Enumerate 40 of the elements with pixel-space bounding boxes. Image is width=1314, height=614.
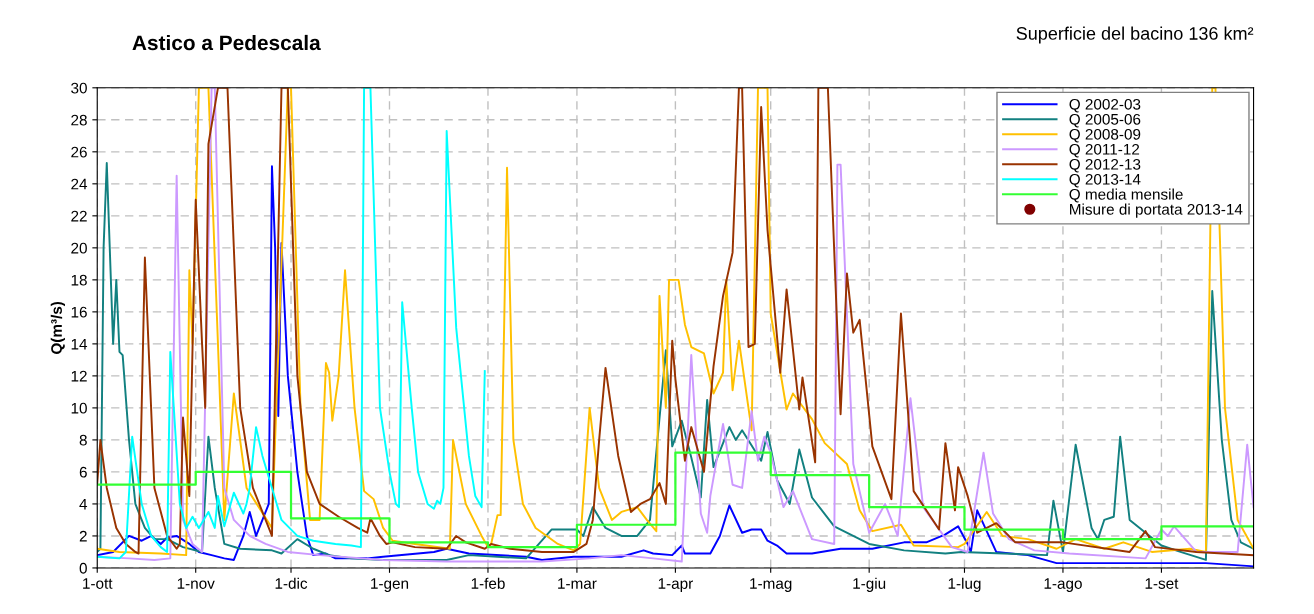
y-tick-label: 10: [71, 402, 87, 414]
legend-label: Q 2012-13: [1069, 158, 1141, 173]
y-tick-label: 8: [79, 434, 87, 446]
y-tick-label: 24: [71, 178, 88, 190]
y-tick-label: 4: [79, 498, 88, 510]
legend-label: Q media mensile: [1069, 188, 1183, 203]
x-tick-label: 1-feb: [471, 577, 505, 589]
legend-label: Q 2011-12: [1069, 143, 1140, 158]
x-tick-label: 1-ott: [83, 578, 113, 589]
x-tick-label: 1-set: [1145, 578, 1179, 589]
y-tick-label: 28: [71, 114, 87, 126]
legend-label: Q 2013-14: [1069, 173, 1141, 188]
legend-label: Q 2002-03: [1069, 98, 1141, 113]
y-tick-label: 26: [71, 146, 87, 158]
y-tick-label: 30: [71, 82, 87, 94]
y-tick-label: 20: [71, 242, 87, 254]
y-tick-label: 6: [79, 466, 87, 478]
x-tick-label: 1-ago: [1044, 578, 1082, 592]
x-tick-label: 1-dic: [275, 577, 308, 589]
legend-label: Q 2008-09: [1069, 128, 1141, 143]
x-tick-label: 1-mag: [750, 578, 792, 592]
y-tick-label: 22: [71, 210, 87, 222]
y-tick-label: 18: [71, 274, 87, 286]
x-tick-label: 1-mar: [558, 578, 597, 589]
x-tick-label: 1-giu: [853, 577, 886, 592]
chart-subtitle: Superficie del bacino 136 km²: [1016, 26, 1254, 44]
legend-label: Q 2005-06: [1069, 113, 1141, 128]
x-tick-label: 1-apr: [658, 578, 693, 592]
x-tick-label: 1-gen: [371, 578, 409, 592]
y-tick-label: 2: [79, 530, 87, 542]
y-tick-label: 0: [79, 562, 87, 574]
x-tick-label: 1-lug: [948, 577, 981, 592]
y-tick-label: 14: [71, 338, 88, 350]
legend-label: Misure di portata 2013-14: [1070, 203, 1243, 218]
y-tick-label: 16: [71, 306, 87, 318]
line-series: [97, 87, 486, 560]
y-tick-label: 12: [71, 370, 87, 382]
x-tick-label: 1-nov: [177, 578, 215, 589]
chart-title: Astico a Pedescala: [132, 34, 321, 51]
y-axis-title: Q(m³/s): [50, 301, 65, 354]
